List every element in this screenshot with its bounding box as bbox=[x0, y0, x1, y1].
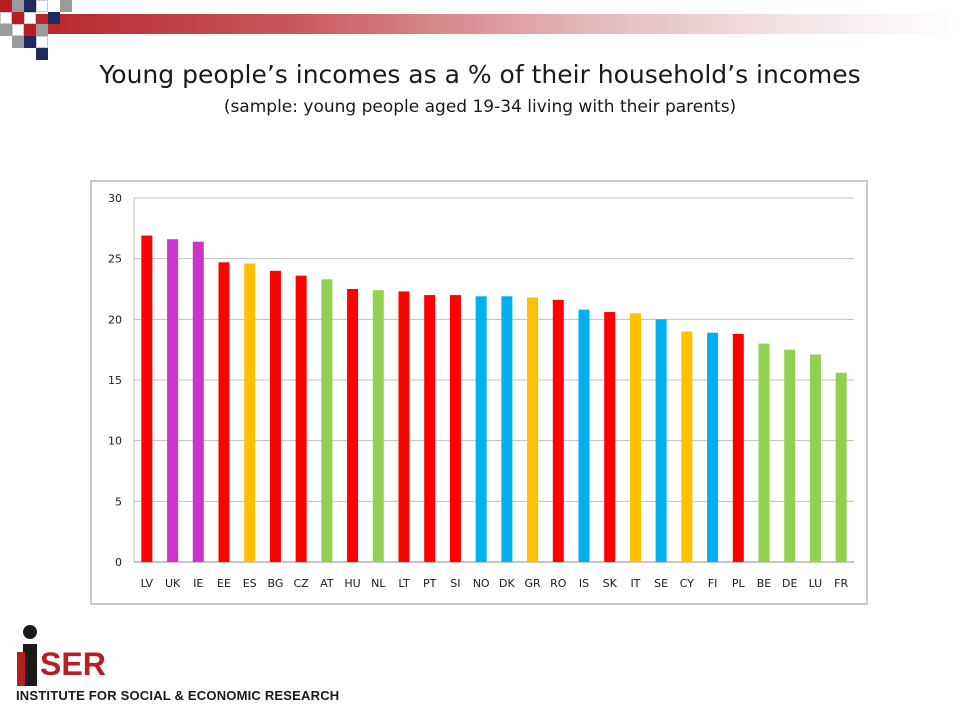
y-tick-label: 25 bbox=[108, 253, 122, 266]
x-tick-label: FI bbox=[708, 577, 718, 590]
bar bbox=[835, 372, 847, 562]
bar bbox=[809, 354, 821, 562]
logo-institute-name: INSTITUTE FOR SOCIAL & ECONOMIC RESEARCH bbox=[16, 688, 340, 703]
slide-subtitle: (sample: young people aged 19-34 living … bbox=[223, 97, 737, 117]
bar bbox=[398, 291, 410, 562]
bar bbox=[244, 263, 256, 562]
bar bbox=[784, 349, 796, 562]
bar bbox=[655, 319, 667, 562]
bar bbox=[732, 333, 744, 562]
bar bbox=[192, 241, 204, 562]
x-tick-label: DE bbox=[782, 577, 797, 590]
iser-logo bbox=[17, 625, 37, 686]
x-tick-label: IS bbox=[579, 577, 589, 590]
bar bbox=[475, 296, 487, 562]
x-tick-label: LV bbox=[141, 577, 154, 590]
bar bbox=[372, 290, 384, 562]
chart-frame: 0 5 10 15 20 25 30 LV UK IE EE ES BG CZ AT HU NL LT PT SI NO… bbox=[90, 180, 868, 605]
bar bbox=[758, 343, 770, 562]
logo-i-stem bbox=[23, 644, 37, 686]
x-tick-label: FR bbox=[834, 577, 848, 590]
slide-title: Young people’s incomes as a % of their h… bbox=[99, 60, 861, 89]
x-tick-label: LU bbox=[809, 577, 823, 590]
y-tick-label: 30 bbox=[108, 192, 122, 205]
x-tick-label: CY bbox=[680, 577, 694, 590]
x-tick-label: EE bbox=[217, 577, 231, 590]
bar bbox=[449, 295, 461, 562]
x-tick-label: IT bbox=[630, 577, 640, 590]
x-tick-label: UK bbox=[165, 577, 181, 590]
logo-wordmark: SER bbox=[40, 646, 106, 682]
y-tick-label: 10 bbox=[108, 435, 122, 448]
x-tick-label: HU bbox=[344, 577, 360, 590]
bar bbox=[167, 239, 179, 562]
logo-dot bbox=[23, 625, 37, 639]
y-tick-label: 20 bbox=[108, 313, 122, 326]
bar bbox=[347, 289, 359, 562]
bar bbox=[269, 270, 281, 562]
x-tick-label: SK bbox=[603, 577, 618, 590]
bar bbox=[629, 313, 641, 562]
x-tick-label: SE bbox=[654, 577, 668, 590]
x-tick-label: PT bbox=[423, 577, 437, 590]
bar bbox=[321, 279, 333, 562]
bar bbox=[527, 297, 539, 562]
bar bbox=[424, 295, 436, 562]
bar bbox=[604, 312, 616, 562]
header-gradient-band bbox=[0, 14, 960, 34]
y-tick-label: 5 bbox=[115, 495, 122, 508]
bar bbox=[707, 332, 719, 562]
x-tick-label: AT bbox=[320, 577, 334, 590]
x-tick-label: ES bbox=[243, 577, 257, 590]
x-tick-label: NO bbox=[473, 577, 490, 590]
x-tick-label: CZ bbox=[294, 577, 310, 590]
x-tick-label: NL bbox=[371, 577, 386, 590]
bar-chart: 0 5 10 15 20 25 30 LV UK IE EE ES BG CZ AT HU NL LT PT SI NO… bbox=[108, 192, 854, 590]
bar bbox=[578, 309, 590, 562]
x-tick-label: BG bbox=[267, 577, 283, 590]
x-tick-label: SI bbox=[450, 577, 460, 590]
x-tick-label: BE bbox=[757, 577, 772, 590]
x-tick-label: RO bbox=[550, 577, 567, 590]
logo-i-accent bbox=[17, 652, 25, 686]
x-tick-label: PL bbox=[732, 577, 746, 590]
x-tick-label: LT bbox=[398, 577, 410, 590]
x-tick-label: IE bbox=[193, 577, 203, 590]
y-tick-label: 15 bbox=[108, 374, 122, 387]
bar bbox=[218, 262, 230, 562]
checker-decoration bbox=[0, 0, 80, 60]
bar bbox=[501, 296, 513, 562]
x-tick-label: GR bbox=[524, 577, 541, 590]
bar bbox=[295, 275, 307, 562]
bar bbox=[141, 235, 153, 562]
y-tick-label: 0 bbox=[115, 556, 122, 569]
x-tick-label: DK bbox=[499, 577, 515, 590]
bar bbox=[552, 299, 564, 562]
bar bbox=[681, 331, 693, 562]
